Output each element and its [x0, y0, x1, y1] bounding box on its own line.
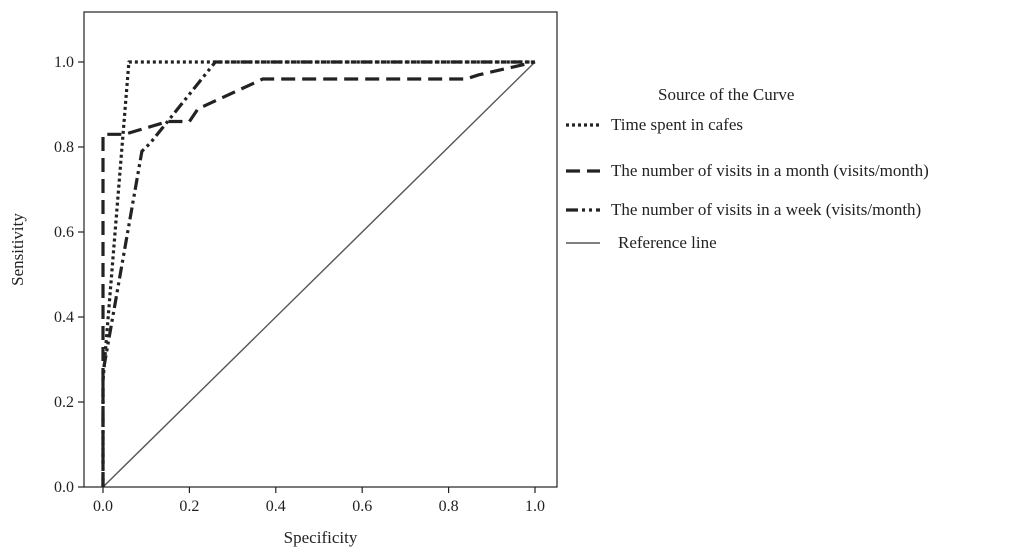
x-tick-label: 0.6 [352, 498, 372, 515]
axes-layer: 0.0 0.2 0.4 0.6 0.8 1.0 0.0 0.2 0.4 0.6 0.8 1.0 Spec… [8, 11, 558, 547]
series-line-0 [101, 60, 535, 487]
legend-item: The number of visits in a month (visits/… [566, 161, 929, 180]
legend-item: The number of visits in a week (visits/m… [566, 200, 921, 219]
y-tick-label: 0.4 [54, 309, 74, 326]
legend: Source of the Curve Time spent in cafes Th… [566, 85, 929, 252]
legend-title: Source of the Curve [658, 85, 794, 104]
y-tick-label: 0.8 [54, 139, 74, 156]
legend-label: Time spent in cafes [611, 115, 743, 134]
y-tick-label: 1.0 [54, 54, 74, 71]
x-tick-label: 1.0 [525, 498, 545, 515]
legend-label: The number of visits in a month (visits/… [611, 161, 929, 180]
plot-frame [83, 11, 558, 488]
x-tick-label: 0.4 [266, 498, 286, 515]
x-tick-label: 0.8 [439, 498, 459, 515]
y-axis-title: Sensitivity [8, 213, 27, 286]
y-tick-label: 0.0 [54, 479, 74, 496]
legend-label: The number of visits in a week (visits/m… [611, 200, 921, 219]
x-tick-label: 0.0 [93, 498, 113, 515]
plot-area [101, 60, 536, 488]
x-tick-label: 0.2 [179, 498, 199, 515]
y-tick-label: 0.2 [54, 394, 74, 411]
x-axis-title: Specificity [284, 528, 358, 547]
y-tick-label: 0.6 [54, 224, 74, 241]
legend-item: Time spent in cafes [566, 115, 743, 134]
legend-item: Reference line [566, 233, 717, 252]
series-line-1 [101, 60, 536, 487]
series-line-3 [102, 61, 536, 488]
series-line-2 [101, 60, 535, 487]
legend-label: Reference line [618, 233, 717, 252]
